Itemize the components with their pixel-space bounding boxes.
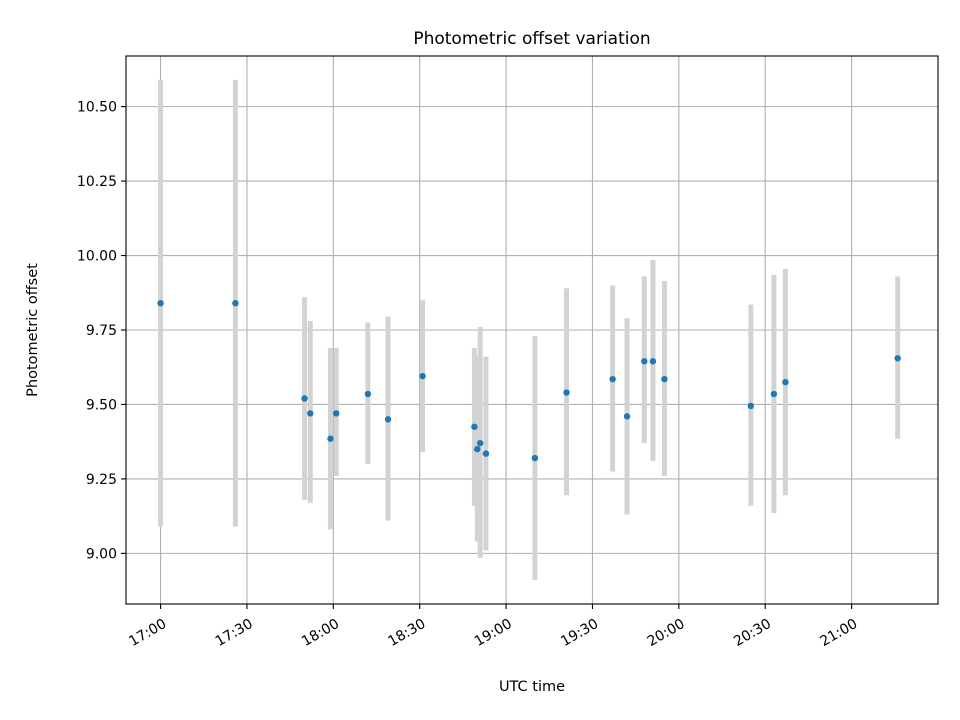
x-tick-label: 20:00 xyxy=(645,616,688,650)
x-tick-label: 20:30 xyxy=(731,616,774,650)
data-point xyxy=(563,389,570,396)
grid xyxy=(126,56,938,604)
y-axis-label: Photometric offset xyxy=(25,263,41,397)
data-point xyxy=(531,454,539,462)
data-point xyxy=(307,410,314,417)
data-point xyxy=(641,358,648,365)
data-point xyxy=(157,299,164,307)
y-tick-label: 9.00 xyxy=(86,546,117,562)
data-point xyxy=(474,445,481,453)
y-tick-label: 10.00 xyxy=(77,249,117,265)
data-point xyxy=(384,416,392,423)
chart-title: Photometric offset variation xyxy=(413,29,650,49)
y-tick-label: 9.50 xyxy=(86,397,117,413)
x-tick-label: 19:30 xyxy=(558,616,601,650)
data-point xyxy=(609,375,616,383)
data-point xyxy=(482,450,490,457)
data-point xyxy=(332,410,340,417)
data-point xyxy=(364,390,372,398)
data-point xyxy=(301,395,308,402)
data-point xyxy=(770,390,778,398)
data-point xyxy=(471,423,478,430)
data-point xyxy=(476,439,484,447)
x-axis-label: UTC time xyxy=(499,679,565,695)
data-point xyxy=(623,413,631,420)
data-point xyxy=(327,435,334,442)
data-point xyxy=(782,378,789,386)
data-point xyxy=(894,355,901,362)
data-point xyxy=(649,358,657,365)
x-tick-label: 21:00 xyxy=(817,616,860,650)
data-point xyxy=(419,372,426,380)
data-point xyxy=(661,375,668,383)
y-tick-label: 9.75 xyxy=(86,323,117,339)
y-tick-label: 10.50 xyxy=(77,100,117,116)
x-tick-label: 17:30 xyxy=(213,616,256,650)
x-tick-label: 17:00 xyxy=(126,616,169,650)
data-points xyxy=(157,299,901,462)
y-tick-label: 10.25 xyxy=(77,174,117,190)
x-tick-label: 19:00 xyxy=(472,616,515,650)
x-tick-label: 18:30 xyxy=(386,616,429,650)
y-tick-label: 9.25 xyxy=(86,472,117,488)
axis-ticks: 17:00 17:30 18:00 18:30 19:00 19:30 20:00 20:30… xyxy=(77,100,861,650)
data-point xyxy=(747,402,755,410)
data-point xyxy=(232,299,239,307)
x-tick-label: 18:00 xyxy=(299,616,342,650)
